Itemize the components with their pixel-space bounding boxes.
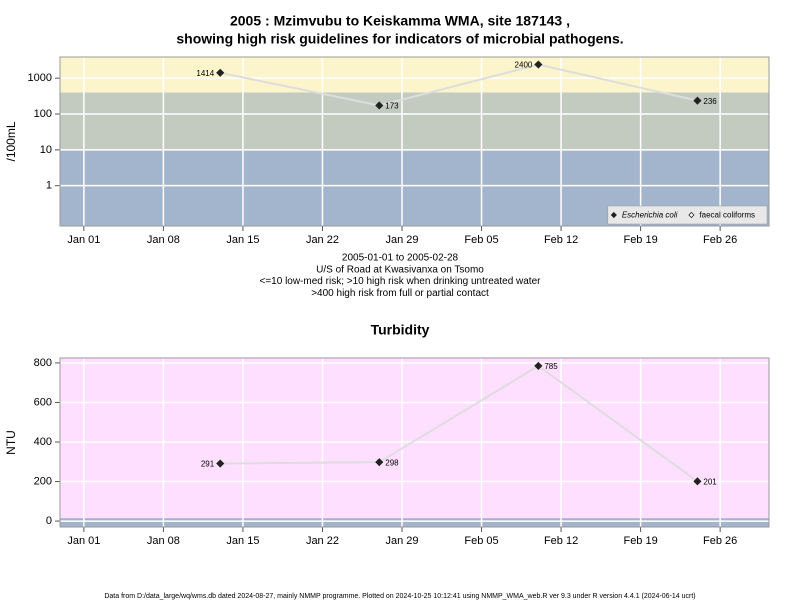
data-label: 785 <box>544 362 558 371</box>
plot-frame <box>59 357 770 528</box>
x-tick-label: Feb 12 <box>544 535 578 547</box>
data-point <box>375 101 384 110</box>
legend-label: faecal coliforms <box>699 211 755 220</box>
data-label: 298 <box>385 458 399 467</box>
y-tick-label: 400 <box>34 436 52 448</box>
x-tick-label: Jan 22 <box>306 234 339 246</box>
y-axis-label: NTU <box>4 430 18 455</box>
x-tick-label: Feb 26 <box>703 535 737 547</box>
x-tick-label: Jan 01 <box>67 535 100 547</box>
data-point <box>693 96 702 105</box>
chart-title: showing high risk guidelines for indicat… <box>176 31 623 47</box>
risk-band <box>60 518 769 527</box>
data-label: 173 <box>385 102 399 111</box>
data-label: 236 <box>703 97 717 106</box>
x-tick-label: Jan 08 <box>147 234 180 246</box>
data-point <box>216 459 225 468</box>
data-point <box>216 68 225 77</box>
data-point <box>693 477 702 486</box>
y-tick-label: 800 <box>34 357 52 369</box>
risk-band <box>60 57 769 93</box>
data-label: 201 <box>703 477 717 486</box>
data-label: 2400 <box>515 61 533 70</box>
chart-title: Turbidity <box>371 322 430 338</box>
y-axis-label: /100mL <box>4 121 18 161</box>
data-point <box>375 458 384 467</box>
x-tick-label: Jan 22 <box>306 535 339 547</box>
x-tick-label: Feb 05 <box>464 535 498 547</box>
y-tick-label: 200 <box>34 475 52 487</box>
x-tick-label: Jan 01 <box>67 234 100 246</box>
x-tick-label: Feb 05 <box>464 234 498 246</box>
x-tick-label: Jan 29 <box>385 234 418 246</box>
data-point <box>534 60 543 69</box>
footer: Data from D:/data_large/wq/wms.db dated … <box>104 593 695 600</box>
y-tick-label: 0 <box>46 515 52 527</box>
y-tick-label: 600 <box>34 396 52 408</box>
risk-band <box>60 92 769 150</box>
y-tick-label: 1 <box>46 180 52 192</box>
legend: Escherichia coli faecal coliforms <box>607 205 768 225</box>
risk-band <box>60 358 769 519</box>
x-tick-label: Jan 29 <box>385 535 418 547</box>
legend-box <box>607 205 768 225</box>
legend-label: Escherichia coli <box>622 211 678 220</box>
x-tick-label: Jan 08 <box>147 535 180 547</box>
x-tick-label: Jan 15 <box>226 234 259 246</box>
legend-symbol <box>688 211 695 219</box>
series-line <box>220 63 698 107</box>
chart-title: 2005 : Mzimvubu to Keiskamma WMA, site 1… <box>230 13 570 29</box>
data-label: 291 <box>201 460 215 469</box>
x-tick-label: Feb 26 <box>703 234 737 246</box>
legend-symbol <box>610 211 617 219</box>
series-line <box>220 364 699 483</box>
chart-note: <=10 low-med risk; >10 high risk when dr… <box>260 276 542 287</box>
plot-frame <box>59 56 770 227</box>
x-tick-label: Feb 12 <box>544 234 578 246</box>
y-tick-label: 1000 <box>28 72 52 84</box>
x-tick-label: Feb 19 <box>623 234 657 246</box>
y-tick-label: 100 <box>34 108 52 120</box>
chart-note: >400 high risk from full or partial cont… <box>311 288 489 299</box>
chart-note: 2005-01-01 to 2005-02-28 <box>342 253 459 264</box>
x-tick-label: Feb 19 <box>623 535 657 547</box>
data-label: 1414 <box>196 69 214 78</box>
chart-note: U/S of Road at Kwasivanxa on Tsomo <box>316 264 484 275</box>
data-point <box>534 361 543 370</box>
x-tick-label: Jan 15 <box>226 535 259 547</box>
y-tick-label: 10 <box>40 144 52 156</box>
